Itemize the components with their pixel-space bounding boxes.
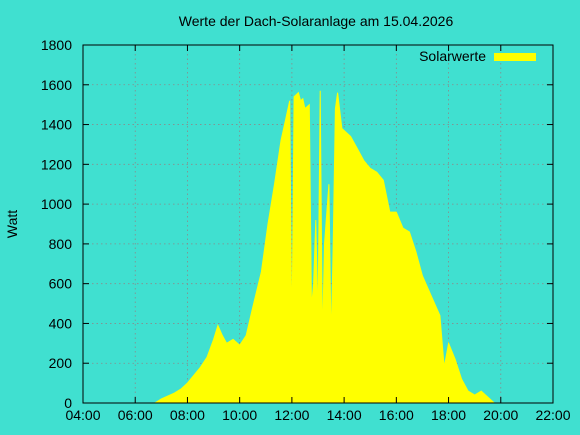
x-tick-label: 08:00 bbox=[170, 407, 205, 423]
y-tick-label: 1000 bbox=[41, 196, 72, 212]
y-tick-label: 200 bbox=[49, 355, 73, 371]
x-tick-label: 06:00 bbox=[118, 407, 153, 423]
plot-border bbox=[82, 44, 554, 404]
y-axis-label: Watt bbox=[4, 210, 20, 238]
y-tick-label: 1600 bbox=[41, 77, 72, 93]
y-tick-label: 600 bbox=[49, 276, 73, 292]
y-tick-label: 400 bbox=[49, 315, 73, 331]
legend-swatch bbox=[494, 53, 536, 61]
y-tick-label: 800 bbox=[49, 236, 73, 252]
x-tick-label: 22:00 bbox=[535, 407, 570, 423]
y-tick-label: 1200 bbox=[41, 156, 72, 172]
x-axis-ticks: 04:00 06:00 08:00 10:00 12:00 14:00 16:00 18:00… bbox=[65, 45, 571, 423]
legend: Solarwerte bbox=[419, 48, 536, 64]
legend-label: Solarwerte bbox=[419, 48, 486, 64]
series-area-solarwerte bbox=[153, 90, 496, 404]
chart-title: Werte der Dach-Solaranlage am 15.04.2026 bbox=[179, 13, 454, 29]
x-tick-label: 16:00 bbox=[379, 407, 414, 423]
y-tick-label: 0 bbox=[64, 395, 72, 411]
y-tick-label: 1800 bbox=[41, 37, 72, 53]
x-tick-label: 18:00 bbox=[431, 407, 466, 423]
x-tick-label: 10:00 bbox=[222, 407, 257, 423]
x-tick-label: 14:00 bbox=[327, 407, 362, 423]
x-tick-label: 20:00 bbox=[483, 407, 518, 423]
x-tick-label: 04:00 bbox=[65, 407, 100, 423]
y-tick-label: 1400 bbox=[41, 117, 72, 133]
y-axis-ticks: 0 200 400 600 800 1000 1200 1400 1600 1800 bbox=[41, 37, 553, 411]
x-tick-label: 12:00 bbox=[274, 407, 309, 423]
